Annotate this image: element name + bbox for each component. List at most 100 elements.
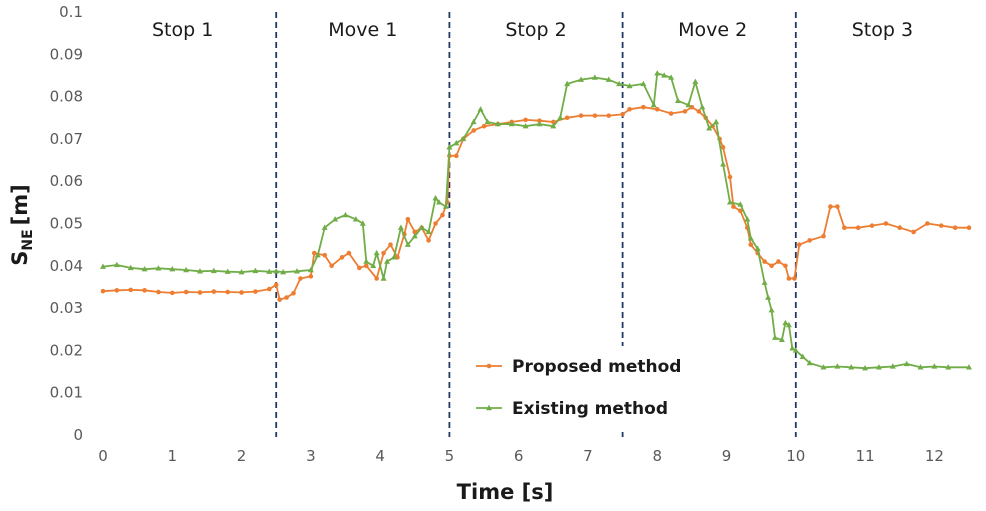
data-point (806, 359, 813, 366)
data-point (197, 290, 203, 295)
series-existing (100, 70, 972, 371)
phase-labels: Stop 1 Move 1 Stop 2 Move 2 Stop 3 (152, 19, 913, 41)
x-tick-label: 3 (306, 447, 316, 465)
data-point (696, 109, 702, 114)
data-point (253, 289, 258, 294)
data-point (357, 265, 362, 271)
x-tick-label: 5 (445, 447, 455, 465)
series-line (102, 72, 969, 370)
data-point (769, 263, 774, 269)
data-point (641, 104, 646, 110)
data-point (363, 263, 369, 269)
data-point (225, 289, 231, 295)
data-point (169, 290, 175, 296)
data-point (835, 204, 840, 209)
data-point (807, 238, 812, 243)
data-point (411, 232, 418, 239)
data-point (211, 289, 217, 294)
data-point (627, 106, 632, 112)
data-point (155, 265, 162, 271)
data-point (945, 364, 952, 370)
x-axis-title: Time [s] (457, 480, 554, 504)
data-point (661, 72, 668, 78)
data-point (785, 321, 792, 328)
data-point (183, 266, 190, 273)
phase-label: Move 1 (328, 19, 397, 41)
data-point (783, 263, 788, 269)
x-tick-label: 7 (583, 447, 593, 465)
y-tick-label: 0.1 (59, 3, 83, 21)
data-point (747, 235, 754, 241)
data-point (828, 204, 833, 209)
data-point (523, 117, 528, 123)
x-tick-label: 4 (375, 447, 385, 465)
data-point (591, 74, 598, 80)
data-point (675, 97, 682, 104)
data-point (564, 80, 571, 87)
data-point (748, 242, 754, 247)
x-tick-label: 11 (856, 447, 875, 465)
data-point (737, 201, 744, 207)
data-point (418, 224, 425, 230)
data-point (312, 250, 317, 256)
data-point (370, 262, 377, 268)
data-point (765, 294, 772, 300)
data-point (650, 101, 657, 108)
data-point (761, 279, 768, 285)
data-point (293, 268, 300, 274)
data-point (339, 255, 345, 260)
data-point (731, 204, 736, 209)
data-point (453, 139, 460, 146)
data-point (183, 289, 189, 295)
data-point (329, 263, 334, 269)
data-point (352, 216, 359, 222)
data-point (442, 203, 449, 209)
data-point (689, 104, 695, 110)
data-point (446, 144, 453, 150)
legend: Proposed method Existing method (466, 346, 712, 428)
x-tick-label: 12 (925, 447, 944, 465)
y-tick-label: 0.05 (50, 215, 83, 233)
data-point (390, 254, 397, 260)
data-point (332, 216, 339, 222)
data-point (768, 307, 775, 313)
data-point (654, 106, 660, 112)
data-point (841, 225, 847, 231)
data-point (238, 268, 245, 275)
x-tick-label: 1 (168, 447, 178, 465)
x-tick-label: 6 (514, 447, 524, 465)
data-point (273, 268, 280, 274)
data-point (388, 242, 393, 247)
data-point (772, 334, 779, 340)
data-point (578, 113, 584, 118)
data-point (156, 289, 161, 295)
x-tick-label: 8 (652, 447, 662, 465)
data-point (789, 345, 796, 351)
data-point (440, 212, 445, 218)
data-point (471, 128, 476, 133)
data-point (460, 135, 467, 142)
y-tick-label: 0 (73, 426, 83, 444)
data-point (706, 125, 713, 131)
data-point (925, 221, 930, 226)
data-point (494, 120, 501, 127)
data-point (592, 113, 598, 118)
data-point (384, 258, 391, 264)
y-axis-title-unit: [m] (8, 184, 32, 225)
series-layer (100, 70, 972, 371)
data-point (277, 297, 282, 302)
data-point (404, 241, 411, 247)
data-point (834, 363, 841, 369)
data-point (855, 225, 861, 231)
x-axis-ticks: 0 1 2 3 4 5 6 7 8 9 10 11 12 (98, 447, 944, 465)
data-point (100, 263, 106, 269)
data-point (897, 225, 903, 231)
data-point (470, 118, 477, 125)
data-point (127, 264, 134, 271)
data-point (346, 250, 352, 256)
data-point (796, 242, 802, 247)
data-point (754, 245, 761, 252)
data-point (862, 364, 869, 371)
data-point (713, 118, 720, 125)
data-point (966, 364, 972, 370)
